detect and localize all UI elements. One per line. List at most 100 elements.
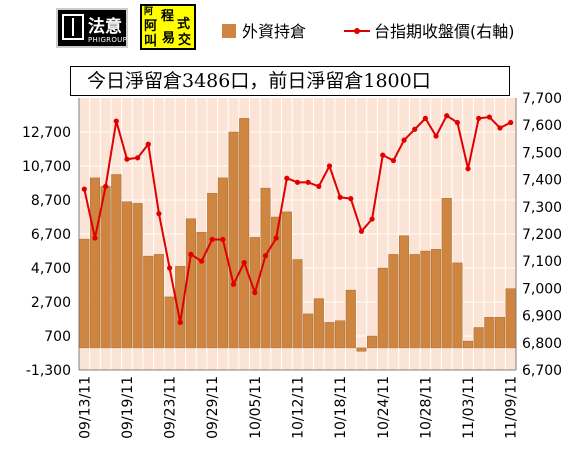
bar <box>335 320 346 349</box>
bar <box>281 211 292 349</box>
bar <box>494 317 506 349</box>
right-axis-tick-label: 7,700 <box>522 91 562 107</box>
line-point <box>454 119 460 126</box>
line-point <box>188 251 194 257</box>
seal-icon <box>62 14 84 40</box>
right-axis-tick-label: 7,000 <box>522 281 562 297</box>
left-axis-tick-label: 12,700 <box>22 125 71 141</box>
left-axis-tick-label: -1,300 <box>26 363 71 379</box>
line-point <box>401 137 407 143</box>
line-point <box>412 126 418 132</box>
line-point <box>198 258 205 264</box>
bar <box>313 298 324 349</box>
bar <box>228 131 239 349</box>
right-axis-tick-label: 6,700 <box>522 363 562 379</box>
line-point <box>390 157 397 164</box>
right-axis-tick-label: 7,100 <box>522 254 562 270</box>
left-axis-tick-label: 6,700 <box>31 227 71 243</box>
bar <box>100 186 111 349</box>
phigroup-logo: 法意 PHIGROUP <box>56 8 128 48</box>
legend-line-label: 台指期收盤價(右軸) <box>374 22 515 41</box>
bar <box>484 317 495 349</box>
bar <box>324 322 335 349</box>
bar <box>143 255 154 349</box>
line-point <box>486 114 492 120</box>
left-axis-tick-label: 700 <box>44 329 71 345</box>
bar <box>409 254 420 349</box>
x-axis-tick-label: 10/24/11 <box>376 376 392 439</box>
bar <box>217 177 228 349</box>
bar <box>399 235 410 349</box>
right-axis-tick-label: 7,300 <box>522 200 562 216</box>
net-position-banner: 今日淨留倉3486口，前日淨留倉1800口 <box>70 66 510 96</box>
right-axis-tick-labels: 6,700 6,800 6,900 7,000 7,100 7,200 7,300 7,400… <box>522 91 562 379</box>
line-point <box>380 152 386 158</box>
right-axis-tick-label: 7,200 <box>522 227 562 243</box>
line-point <box>209 236 215 243</box>
x-axis-tick-label: 09/13/11 <box>77 376 93 439</box>
line-point <box>358 228 365 234</box>
line-point <box>262 253 269 259</box>
legend-bar-swatch <box>222 24 236 38</box>
legend-bar-label: 外資持倉 <box>242 22 307 41</box>
bar <box>239 118 250 349</box>
line-point <box>465 166 471 172</box>
line-series <box>81 113 514 325</box>
x-axis-tick-label: 11/03/11 <box>461 376 477 439</box>
line-point <box>348 196 354 202</box>
bar <box>345 289 356 349</box>
logo-char: 叫 <box>144 34 158 49</box>
bar-series <box>79 118 516 352</box>
line-point <box>113 118 119 124</box>
phigroup-logo-name: 法意 <box>88 17 122 37</box>
logo-char: 程 <box>161 9 175 24</box>
line-point <box>422 115 429 121</box>
line-point <box>241 259 247 266</box>
x-axis-tick-labels: 09/13/11 09/19/11 09/23/11 09/29/11 10/05/11… <box>77 376 519 439</box>
line-point <box>103 183 109 189</box>
bar <box>505 288 516 349</box>
line-point <box>145 141 151 147</box>
logo-char: 阿 <box>144 19 158 34</box>
bar <box>79 238 90 349</box>
right-axis-tick-label: 7,400 <box>522 173 562 189</box>
bar <box>132 203 143 349</box>
bar <box>431 249 442 349</box>
phigroup-logo-sub: PHIGROUP <box>88 36 128 44</box>
left-axis-tick-labels: -1,300 700 2,700 4,700 6,700 8,700 10,700 12,70… <box>22 125 71 379</box>
bar <box>356 347 367 352</box>
line-point <box>476 115 482 121</box>
bar <box>420 250 431 349</box>
bar <box>196 232 207 349</box>
bar <box>153 254 164 349</box>
line-point <box>508 119 514 126</box>
logo-char: 阿 <box>144 7 154 17</box>
bar <box>175 266 186 349</box>
line-point <box>220 236 226 243</box>
bar <box>185 218 196 349</box>
right-axis-tick-label: 7,500 <box>522 145 562 161</box>
left-axis-tick-label: 4,700 <box>31 261 71 277</box>
line-point <box>92 235 98 241</box>
line-point <box>284 175 290 181</box>
line-point <box>230 281 237 287</box>
right-axis-tick-label: 7,600 <box>522 118 562 134</box>
bar <box>367 335 378 349</box>
legend-line-marker <box>354 28 360 34</box>
bar <box>111 174 122 349</box>
line-point <box>337 194 343 200</box>
bar <box>441 198 452 349</box>
bar <box>377 267 388 349</box>
x-axis-tick-label: 10/18/11 <box>333 376 349 439</box>
x-axis-tick-label: 10/05/11 <box>248 376 264 439</box>
left-axis-tick-label: 2,700 <box>31 295 71 311</box>
line-point <box>326 163 333 169</box>
bar <box>388 254 399 349</box>
line-point <box>135 155 141 161</box>
x-axis-tick-label: 11/09/11 <box>504 376 520 439</box>
x-axis-tick-label: 10/12/11 <box>291 376 307 439</box>
bar <box>452 262 463 349</box>
line-point <box>273 235 279 241</box>
line-point <box>316 183 322 189</box>
logo-char: 式 <box>177 17 191 32</box>
